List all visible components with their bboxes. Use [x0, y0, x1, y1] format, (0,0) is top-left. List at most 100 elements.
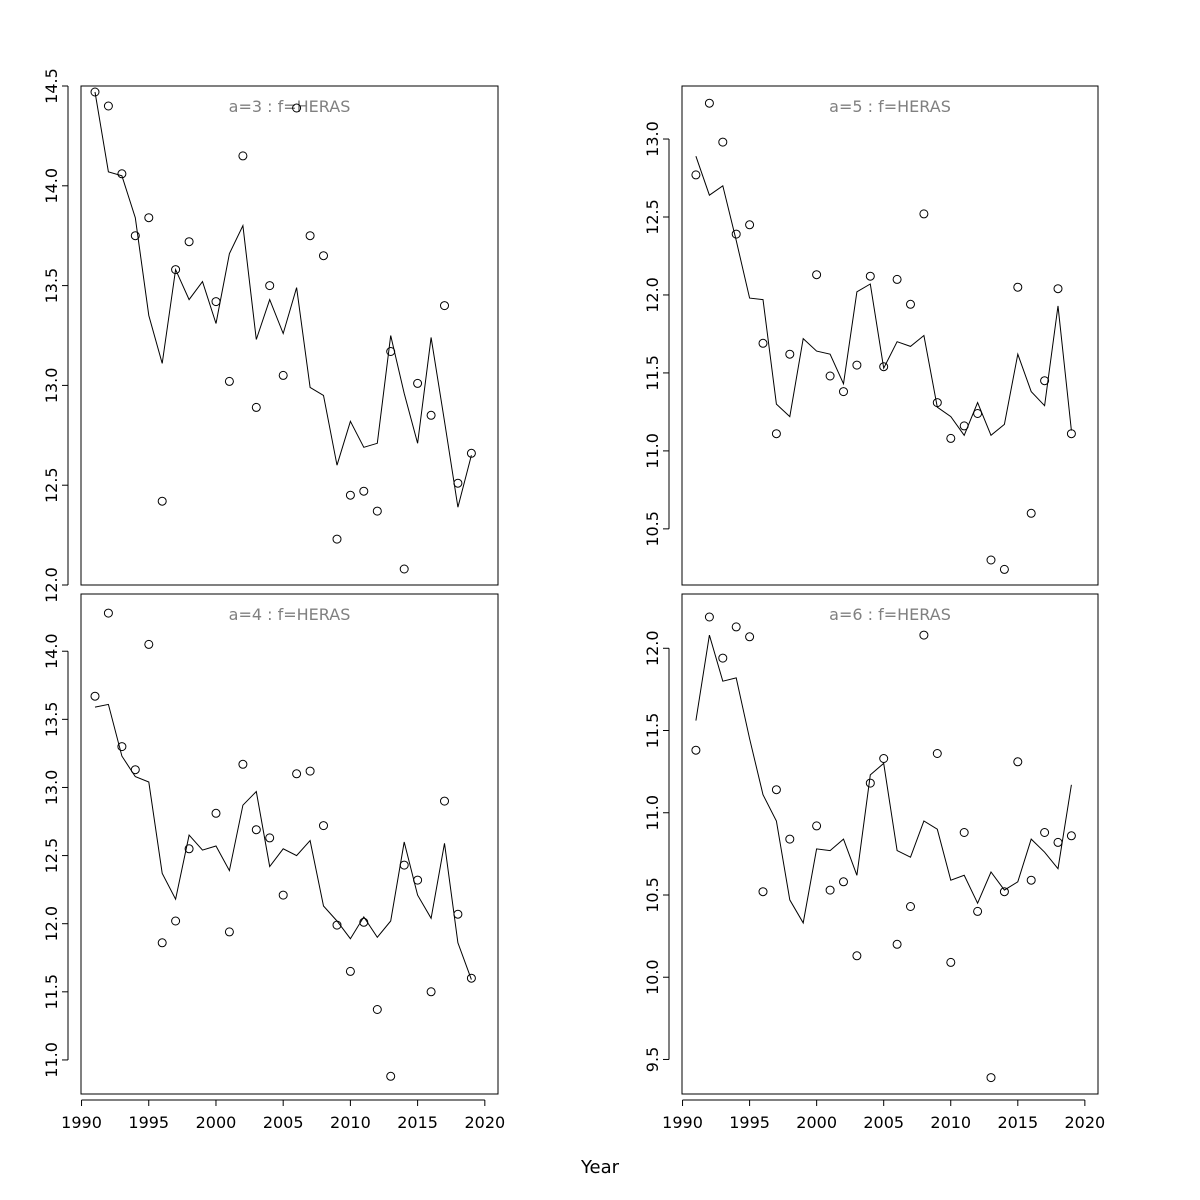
data-point	[691, 170, 701, 180]
data-point	[332, 534, 342, 544]
data-point	[399, 860, 409, 870]
data-point	[919, 209, 929, 219]
data-point	[426, 987, 436, 997]
data-point	[1040, 376, 1050, 386]
x-tick-label: 1990	[662, 1113, 703, 1132]
data-point	[812, 821, 822, 831]
data-point	[906, 299, 915, 309]
data-point	[251, 402, 261, 412]
data-point	[879, 754, 889, 763]
data-point	[946, 433, 956, 443]
data-point	[1026, 508, 1036, 518]
data-point	[399, 564, 409, 574]
data-point	[171, 916, 181, 926]
data-point	[745, 220, 755, 230]
fitted-line	[695, 156, 1072, 437]
data-point	[359, 917, 369, 927]
y-tick-label: 14.0	[42, 633, 61, 669]
data-point	[892, 939, 902, 949]
data-point	[413, 378, 423, 388]
x-tick-label: 1995	[128, 1113, 169, 1132]
data-point	[372, 1005, 382, 1014]
data-point	[359, 486, 369, 496]
data-point	[440, 796, 449, 806]
plot-frame	[681, 593, 1099, 1095]
data-point	[718, 653, 728, 663]
y-tick-label: 11.5	[643, 355, 662, 391]
x-tick-label: 2005	[263, 1113, 304, 1132]
x-tick-label: 2010	[930, 1113, 971, 1132]
data-point	[466, 448, 476, 458]
data-point	[959, 828, 969, 837]
data-point	[865, 778, 875, 788]
data-point	[130, 765, 140, 775]
data-point	[946, 957, 956, 967]
data-point	[345, 490, 355, 500]
data-point	[986, 1073, 996, 1083]
data-point	[758, 338, 768, 348]
data-point	[157, 938, 167, 948]
x-axis-label: Year	[580, 1157, 620, 1178]
data-point	[852, 951, 862, 961]
data-point	[758, 887, 768, 897]
panel-2: a=5 : f=HERAS 10.5 11.0 11.5 12.0 12.5 13.0	[643, 85, 1099, 586]
panel-1: a=3 : f=HERAS 12.0 12.5 13.0 13.5 14.0 14.5	[42, 68, 499, 603]
y-tick-label: 11.0	[643, 795, 662, 831]
data-point	[691, 745, 701, 755]
data-point	[184, 844, 194, 854]
y-tick-label: 12.0	[643, 277, 662, 313]
y-tick-label: 9.5	[643, 1047, 662, 1072]
fitted-line	[94, 703, 472, 980]
data-point	[812, 270, 822, 280]
x-tick-label: 2015	[997, 1113, 1038, 1132]
data-point	[157, 496, 167, 506]
x-tick-label: 2000	[196, 1113, 237, 1132]
data-point	[90, 87, 100, 97]
panel-title: a=6 : f=HERAS	[829, 605, 951, 624]
data-point	[825, 371, 835, 381]
y-tick-label: 13.0	[42, 770, 61, 806]
data-point	[332, 920, 342, 930]
y-tick-label: 12.5	[42, 467, 61, 503]
x-tick-label: 2020	[464, 1113, 505, 1132]
data-point	[919, 630, 929, 640]
data-point	[839, 877, 848, 887]
data-point	[292, 769, 302, 779]
panels: a=3 : f=HERAS 12.0 12.5 13.0 13.5 14.0 14.5 a=5…	[42, 68, 1105, 1132]
y-tick-label: 10.5	[643, 877, 662, 913]
data-point	[278, 890, 288, 900]
data-point	[305, 766, 315, 776]
x-tick-label: 1990	[61, 1113, 102, 1132]
data-point	[319, 821, 328, 831]
data-point	[426, 410, 436, 420]
data-point	[999, 887, 1009, 897]
data-point	[211, 297, 221, 307]
fitted-line	[695, 634, 1072, 925]
y-tick-label: 12.0	[42, 567, 61, 603]
y-tick-label: 10.5	[643, 511, 662, 547]
data-point	[386, 347, 396, 356]
data-point	[879, 362, 889, 372]
data-point	[986, 555, 996, 565]
y-tick-label: 12.5	[42, 838, 61, 874]
y-tick-label: 13.0	[643, 121, 662, 157]
x-tick-label: 2020	[1064, 1113, 1105, 1132]
data-point	[144, 213, 154, 223]
data-point	[117, 169, 127, 179]
data-point	[453, 478, 463, 488]
data-point	[386, 1071, 396, 1081]
data-point	[453, 909, 463, 919]
data-point	[1066, 429, 1076, 439]
x-tick-label: 1995	[729, 1113, 770, 1132]
data-point	[704, 612, 714, 622]
x-tick-label: 2010	[330, 1113, 371, 1132]
data-point	[211, 808, 221, 818]
y-tick-label: 11.0	[42, 1042, 61, 1078]
data-point	[731, 622, 741, 632]
y-tick-label: 13.5	[42, 702, 61, 738]
data-point	[345, 966, 355, 976]
data-point	[251, 825, 261, 835]
data-point	[1040, 828, 1050, 837]
data-point	[932, 749, 942, 758]
data-point	[103, 608, 113, 618]
